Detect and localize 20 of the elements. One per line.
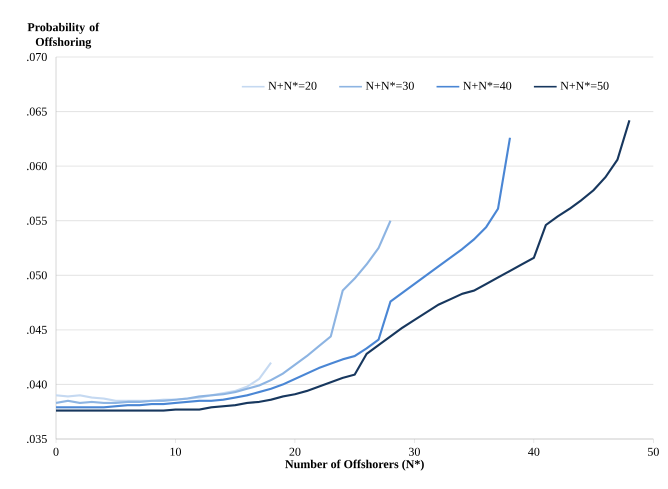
y-tick-label: .055 (27, 216, 47, 225)
y-tick-label: .045 (27, 326, 47, 334)
y-tick-label: .035 (27, 434, 47, 444)
x-tick-label: 10 (170, 448, 182, 456)
y-tick-label: .070 (27, 52, 47, 62)
y-tick-label: .060 (27, 162, 47, 170)
x-tick-label: 40 (528, 448, 540, 456)
legend-label: N+N*=50 (560, 82, 609, 90)
y-tick-label: .040 (27, 380, 47, 388)
y-tick-label: .065 (27, 107, 47, 116)
legend-label: N+N*=30 (366, 82, 414, 90)
y-axis-title: Probability of Offshoring (28, 22, 100, 48)
x-axis-title: Number of Offshorers (N*) (285, 460, 424, 471)
legend-label: N+N*=40 (463, 82, 512, 90)
y-tick-label: .050 (27, 271, 47, 280)
legend-label: N+N*=20 (268, 82, 317, 90)
x-tick-label: 50 (648, 448, 659, 456)
x-tick-label: 20 (289, 448, 300, 456)
x-tick-label: 30 (408, 448, 420, 456)
x-tick-label: 0 (53, 448, 59, 456)
